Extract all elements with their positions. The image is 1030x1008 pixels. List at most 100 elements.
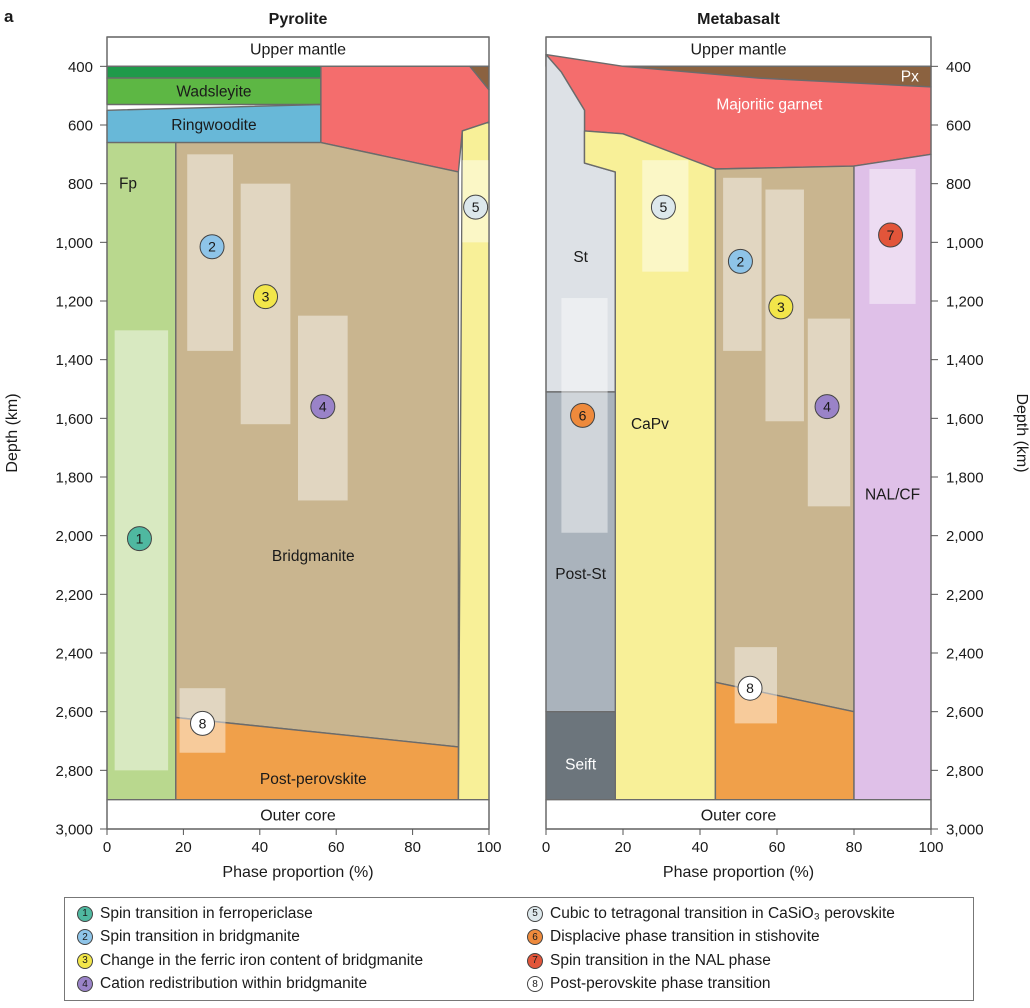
legend-item-2: 2 Spin transition in bridgmanite — [77, 926, 423, 950]
transition-marker-4 — [814, 394, 840, 420]
y-tick-label: 800 — [946, 176, 971, 193]
transition-marker-label: 5 — [660, 199, 668, 215]
legend-marker-icon: 6 — [527, 929, 543, 946]
panel-letter: a — [4, 7, 14, 26]
outer-core-label: Outer core — [260, 807, 336, 824]
y-tick-label: 3,000 — [55, 822, 93, 839]
legend-text: Displacive phase transition in stishovit… — [550, 928, 820, 946]
y-tick-label: 3,000 — [946, 822, 984, 839]
y-tick-label: 1,200 — [946, 294, 984, 311]
x-tick-label: 100 — [918, 839, 943, 856]
transition-marker-3 — [253, 284, 279, 310]
legend-item-4: 4 Cation redistribution within bridgmanit… — [77, 973, 423, 997]
x-tick-label: 80 — [404, 839, 421, 856]
y-tick-label: 1,600 — [55, 411, 93, 428]
chart-title: Pyrolite — [269, 11, 328, 28]
legend-marker-icon: 7 — [527, 952, 543, 969]
legend-text: Cubic to tetragonal transition in CaSiO₃… — [550, 904, 895, 922]
transition-marker-label: 4 — [319, 399, 327, 415]
x-tick-label: 60 — [769, 839, 786, 856]
plot-frame — [545, 36, 932, 830]
y-tick-label: 600 — [68, 118, 93, 135]
y-tick-label: 400 — [946, 59, 971, 76]
phase-label: Post-perovskite — [260, 771, 367, 788]
transition-marker-label: 7 — [887, 227, 895, 243]
transition-marker-8 — [737, 675, 763, 701]
metabasalt-panel: Px Majoritic garnet St CaPv Post-St Seift NAL/… — [542, 11, 1030, 881]
legend-item-1: 1 Spin transition in ferropericlase — [77, 902, 423, 926]
x-axis-label: Phase proportion (%) — [222, 864, 373, 881]
transition-marker-2 — [727, 248, 753, 274]
pyrolite-panel: Wadsleyite Ringwoodite Fp Bridgmanite Post-p… — [4, 11, 502, 881]
phase-label: Wadsleyite — [176, 83, 251, 100]
legend-left-column: 1 Spin transition in ferropericlase 2 Spin … — [77, 902, 423, 996]
y-tick-label: 2,000 — [55, 528, 93, 545]
transition-marker-label: 4 — [823, 399, 831, 415]
legend-item-6: 6 Displacive phase transition in stishovi… — [527, 926, 895, 950]
transition-marker-label: 8 — [199, 715, 207, 731]
upper-mantle-label: Upper mantle — [250, 42, 346, 59]
x-tick-label: 100 — [476, 839, 501, 856]
legend-text: Spin transition in bridgmanite — [100, 928, 300, 946]
y-tick-label: 1,400 — [55, 352, 93, 369]
transition-marker-1 — [126, 526, 152, 552]
y-axis-label: Depth (km) — [1013, 393, 1030, 472]
phase-label: Seift — [565, 756, 597, 773]
phase-label: CaPv — [631, 416, 669, 433]
transition-marker-4 — [310, 394, 336, 420]
transition-marker-label: 6 — [579, 407, 587, 423]
y-tick-label: 1,400 — [946, 352, 984, 369]
legend-text: Post-perovskite phase transition — [550, 975, 771, 993]
legend-marker-icon: 8 — [527, 976, 543, 993]
y-tick-label: 2,400 — [55, 646, 93, 663]
legend-marker-icon: 4 — [77, 976, 93, 993]
phase-region-bridgmanite — [175, 141, 460, 748]
y-tick-label: 2,600 — [946, 704, 984, 721]
legend-text: Cation redistribution within bridgmanite — [100, 975, 368, 993]
y-tick-label: 1,000 — [55, 235, 93, 252]
legend-text: Spin transition in the NAL phase — [550, 951, 771, 969]
legend-text: Spin transition in ferropericlase — [100, 904, 313, 922]
transition-marker-7 — [878, 222, 904, 248]
y-tick-label: 1,600 — [946, 411, 984, 428]
y-tick-label: 1,000 — [946, 235, 984, 252]
transition-marker-label: 8 — [746, 680, 754, 696]
x-tick-label: 80 — [846, 839, 863, 856]
phase-region-unlabeled-1 — [106, 65, 322, 79]
x-tick-label: 0 — [542, 839, 550, 856]
upper-mantle-label: Upper mantle — [690, 42, 786, 59]
y-tick-label: 2,600 — [55, 704, 93, 721]
phase-label: NAL/CF — [865, 487, 920, 504]
y-tick-label: 2,800 — [946, 763, 984, 780]
y-tick-label: 2,400 — [946, 646, 984, 663]
x-axis-label: Phase proportion (%) — [663, 864, 814, 881]
legend-item-5: 5 Cubic to tetragonal transition in CaSiO… — [527, 902, 895, 926]
x-tick-label: 40 — [251, 839, 268, 856]
phase-label: Post-St — [555, 566, 607, 583]
phase-label: Bridgmanite — [272, 548, 355, 565]
y-tick-label: 400 — [68, 59, 93, 76]
x-tick-label: 60 — [328, 839, 345, 856]
transition-marker-label: 1 — [136, 531, 144, 547]
chart-title: Metabasalt — [697, 11, 780, 28]
phase-label: Majoritic garnet — [716, 96, 823, 113]
legend-marker-icon: 3 — [77, 952, 93, 969]
legend-marker-icon: 1 — [77, 905, 93, 922]
legend-item-3: 3 Change in the ferric iron content of br… — [77, 949, 423, 973]
phase-label: St — [573, 249, 588, 266]
transition-marker-8 — [190, 710, 215, 736]
transition-marker-6 — [570, 402, 596, 428]
phase-label: Fp — [119, 176, 137, 193]
x-tick-label: 0 — [103, 839, 111, 856]
y-tick-label: 800 — [68, 176, 93, 193]
transition-marker-label: 2 — [737, 253, 745, 269]
x-tick-label: 20 — [175, 839, 192, 856]
transition-marker-2 — [199, 234, 225, 260]
y-tick-label: 2,000 — [946, 528, 984, 545]
y-tick-label: 2,200 — [946, 587, 984, 604]
y-tick-label: 2,800 — [55, 763, 93, 780]
legend: 1 Spin transition in ferropericlase 2 Spin … — [64, 897, 974, 1001]
legend-item-8: 8 Post-perovskite phase transition — [527, 973, 895, 997]
legend-text: Change in the ferric iron content of bri… — [100, 951, 424, 969]
